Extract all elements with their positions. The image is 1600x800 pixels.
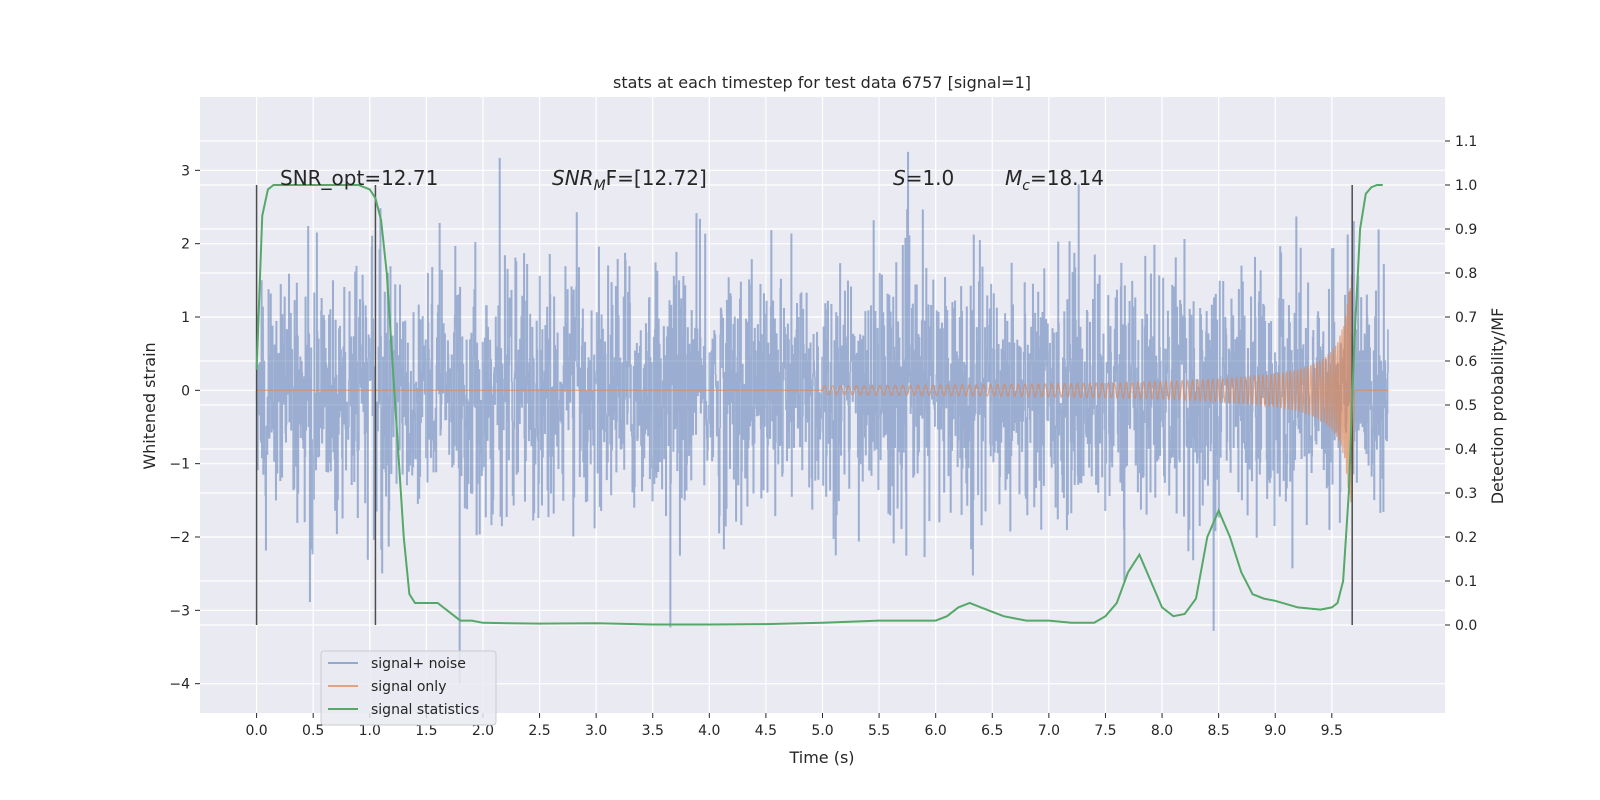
y2-tick-label: 0.2 — [1455, 530, 1477, 546]
legend-label-noise: signal+ noise — [371, 656, 466, 672]
x-tick-label: 7.5 — [1094, 723, 1116, 739]
y-axis-ticks: −4 −3 −2 −1 0 1 2 3 — [169, 163, 200, 693]
y2-tick-label: 0.3 — [1455, 486, 1477, 502]
mc-suffix: =18.14 — [1030, 166, 1104, 190]
s-suffix: =1.0 — [906, 166, 955, 190]
legend-label-signal: signal only — [371, 679, 446, 695]
x-tick-label: 2.0 — [472, 723, 494, 739]
x-tick-label: 5.5 — [868, 723, 890, 739]
y2-axis-label: Detection probability/MF — [1488, 308, 1507, 505]
x-tick-label: 1.5 — [415, 723, 437, 739]
y2-tick-label: 0.4 — [1455, 442, 1477, 458]
y-tick-label: −2 — [169, 530, 190, 546]
y-tick-label: 2 — [181, 237, 190, 253]
snr-opt-annotation: SNR_opt=12.71 — [280, 166, 438, 190]
signal-trace — [256, 274, 1389, 503]
s-annotation: S=1.0 — [893, 166, 954, 190]
x-tick-label: 2.5 — [528, 723, 550, 739]
y-tick-label: 0 — [181, 383, 190, 399]
x-tick-label: 6.0 — [925, 723, 947, 739]
x-tick-label: 1.0 — [359, 723, 381, 739]
statistics-line — [255, 184, 1383, 626]
x-tick-label: 0.5 — [302, 723, 324, 739]
y2-tick-label: 0.8 — [1455, 266, 1477, 282]
x-tick-label: 7.0 — [1038, 723, 1060, 739]
x-tick-label: 4.0 — [698, 723, 720, 739]
y-tick-label: −1 — [169, 457, 190, 473]
mc-prefix: M — [1005, 166, 1022, 190]
y-tick-label: −3 — [169, 603, 190, 619]
mc-annotation: Mc=18.14 — [1005, 166, 1104, 194]
chart-title: stats at each timestep for test data 675… — [613, 73, 1031, 92]
x-tick-label: 3.0 — [585, 723, 607, 739]
x-axis-label: Time (s) — [788, 748, 854, 767]
mc-subscript: c — [1022, 178, 1030, 194]
legend-label-stat: signal statistics — [371, 702, 479, 718]
y-tick-label: 3 — [181, 163, 190, 179]
legend: signal+ noise signal only signal statist… — [320, 650, 497, 726]
y2-tick-label: 0.6 — [1455, 354, 1477, 370]
x-tick-label: 8.0 — [1151, 723, 1173, 739]
signal-series — [256, 274, 1389, 503]
x-tick-label: 9.5 — [1321, 723, 1343, 739]
y2-tick-label: 0.0 — [1455, 618, 1477, 634]
x-tick-label: 8.5 — [1208, 723, 1230, 739]
y2-tick-label: 0.1 — [1455, 574, 1477, 590]
snr-mf-suffix: F=[12.72] — [606, 166, 707, 190]
x-tick-label: 4.5 — [755, 723, 777, 739]
x-tick-label: 5.0 — [811, 723, 833, 739]
s-prefix: S — [893, 166, 906, 190]
x-tick-label: 9.0 — [1264, 723, 1286, 739]
x-tick-label: 3.5 — [642, 723, 664, 739]
snr-mf-subscript: M — [594, 178, 606, 194]
statistics-series — [255, 184, 1383, 626]
y2-tick-label: 0.5 — [1455, 398, 1477, 414]
y-tick-label: 1 — [181, 310, 190, 326]
legend-box — [320, 650, 497, 726]
snr-mf-annotation: SNRMF=[12.72] — [552, 166, 707, 194]
y2-tick-label: 1.1 — [1455, 134, 1477, 150]
y2-tick-label: 0.9 — [1455, 222, 1477, 238]
y2-tick-label: 1.0 — [1455, 178, 1477, 194]
snr-mf-prefix: SNR — [552, 166, 594, 190]
y-tick-label: −4 — [169, 677, 190, 693]
y2-tick-label: 0.7 — [1455, 310, 1477, 326]
x-axis-ticks: 0.0 0.5 1.0 1.5 2.0 2.5 3.0 3.5 4.0 4.5 5.0 5.5 6.0 6… — [245, 713, 1343, 739]
x-tick-label: 6.5 — [981, 723, 1003, 739]
y2-axis-ticks: 0.0 0.1 0.2 0.3 0.4 0.5 0.6 0.7 0.8 0.9 1.0 1.1 — [1445, 134, 1477, 634]
y-axis-label: Whitened strain — [140, 342, 159, 469]
x-tick-label: 0.0 — [245, 723, 267, 739]
